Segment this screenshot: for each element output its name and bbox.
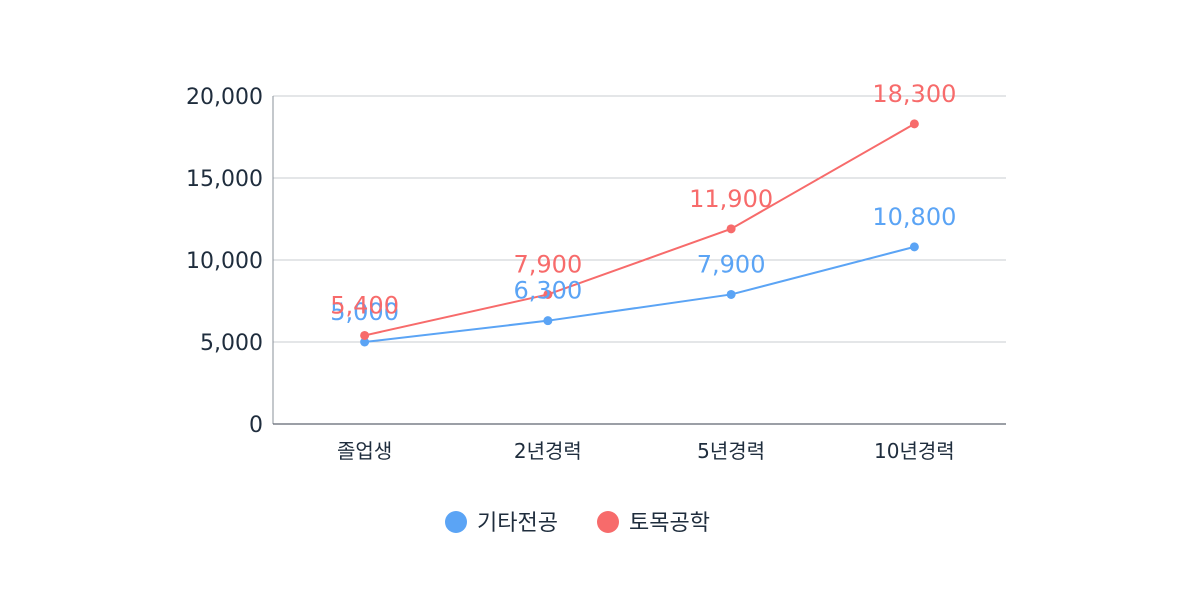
data-labels: 5,0006,3007,90010,8005,4007,90011,90018,… bbox=[330, 80, 956, 326]
data-label: 7,900 bbox=[514, 250, 583, 278]
series-lines bbox=[360, 119, 919, 347]
data-label: 10,800 bbox=[872, 203, 956, 231]
data-label: 7,900 bbox=[697, 250, 766, 278]
data-point[interactable] bbox=[360, 337, 370, 347]
legend-label: 기타전공 bbox=[477, 511, 558, 536]
y-axis-ticks: 0 5,000 10,000 15,000 20,000 bbox=[186, 85, 263, 438]
x-tick-label: 5년경력 bbox=[697, 439, 765, 463]
data-label: 5,000 bbox=[330, 298, 399, 326]
data-point[interactable] bbox=[726, 289, 736, 299]
data-point[interactable] bbox=[360, 330, 370, 340]
series-line bbox=[364, 123, 915, 337]
y-tick-label: 10,000 bbox=[186, 249, 263, 274]
data-label: 5,400 bbox=[330, 291, 399, 319]
data-label: 11,900 bbox=[689, 185, 773, 213]
data-point[interactable] bbox=[909, 242, 919, 252]
x-tick-label: 2년경력 bbox=[514, 439, 582, 463]
data-label: 6,300 bbox=[514, 277, 583, 305]
y-tick-label: 0 bbox=[249, 413, 263, 438]
grid-lines bbox=[273, 95, 1006, 343]
y-tick-label: 5,000 bbox=[200, 331, 263, 356]
legend-label: 토목공학 bbox=[629, 511, 710, 536]
data-point[interactable] bbox=[909, 119, 919, 129]
y-tick-label: 20,000 bbox=[186, 85, 263, 110]
axes bbox=[272, 96, 1006, 425]
y-tick-label: 15,000 bbox=[186, 167, 263, 192]
legend-marker bbox=[597, 511, 619, 533]
x-tick-label: 졸업생 bbox=[337, 439, 392, 463]
legend-marker bbox=[445, 511, 467, 533]
x-tick-label: 10년경력 bbox=[874, 439, 955, 463]
data-point[interactable] bbox=[543, 289, 553, 299]
data-label: 18,300 bbox=[872, 80, 956, 108]
legend[interactable]: 기타전공 토목공학 bbox=[445, 511, 710, 536]
series-line bbox=[364, 245, 915, 343]
data-point[interactable] bbox=[726, 224, 736, 234]
data-point[interactable] bbox=[543, 316, 553, 326]
x-axis-ticks: 졸업생 2년경력 5년경력 10년경력 bbox=[337, 439, 955, 463]
